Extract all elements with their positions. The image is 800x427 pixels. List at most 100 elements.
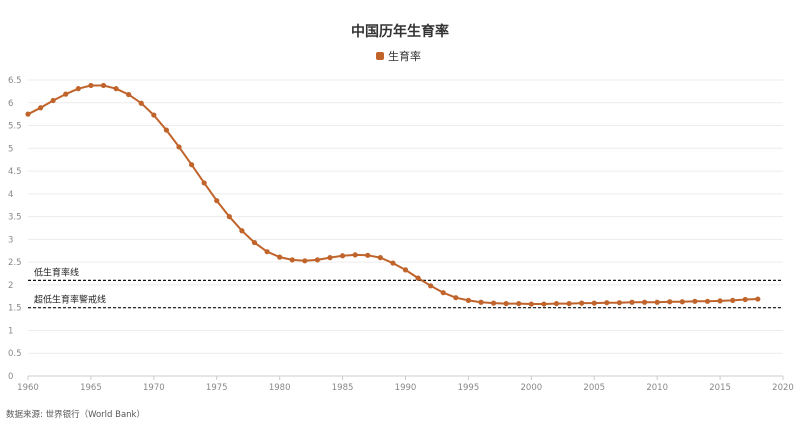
data-point[interactable] xyxy=(390,260,396,266)
data-point[interactable] xyxy=(440,290,446,296)
x-tick-label: 2010 xyxy=(646,383,668,393)
data-point[interactable] xyxy=(377,255,383,261)
data-point[interactable] xyxy=(541,301,547,307)
y-tick-label: 0.5 xyxy=(8,349,22,359)
data-point[interactable] xyxy=(37,105,44,111)
data-point[interactable] xyxy=(126,91,132,98)
data-point[interactable] xyxy=(75,86,81,92)
data-point[interactable] xyxy=(616,300,623,306)
data-point[interactable] xyxy=(604,300,610,306)
data-point[interactable] xyxy=(730,297,736,304)
y-tick-label: 1 xyxy=(8,326,13,336)
y-tick-label: 2 xyxy=(8,281,13,291)
y-tick-label: 4 xyxy=(8,190,13,200)
data-point[interactable] xyxy=(25,111,31,117)
x-tick-label: 1965 xyxy=(80,383,102,393)
data-point[interactable] xyxy=(566,300,572,307)
y-tick-label: 1.5 xyxy=(8,304,22,314)
data-point[interactable] xyxy=(314,257,321,263)
data-point[interactable] xyxy=(188,162,195,168)
data-point[interactable] xyxy=(528,301,534,307)
data-point[interactable] xyxy=(692,298,698,304)
data-point[interactable] xyxy=(339,253,346,259)
data-point[interactable] xyxy=(239,228,245,234)
x-axis: 1960 1965 1970 1975 1980 1985 1990 1995 2000 2005… xyxy=(17,376,794,393)
data-point[interactable] xyxy=(742,296,748,303)
data-point[interactable] xyxy=(201,180,207,186)
y-tick-label: 6 xyxy=(8,99,13,109)
data-point[interactable] xyxy=(755,296,761,302)
data-point[interactable] xyxy=(289,257,295,263)
data-point[interactable] xyxy=(415,275,421,281)
data-point[interactable] xyxy=(327,255,333,261)
data-point[interactable] xyxy=(402,267,409,273)
data-point[interactable] xyxy=(704,298,711,304)
x-tick-label: 1980 xyxy=(269,383,291,393)
y-tick-label: 2.5 xyxy=(8,258,22,268)
x-tick-label: 1990 xyxy=(395,383,417,393)
x-tick-label: 1970 xyxy=(143,383,165,393)
data-point[interactable] xyxy=(591,300,597,306)
x-tick-label: 2005 xyxy=(583,383,605,393)
reference-line-label: 低生育率线 xyxy=(34,266,79,278)
series-line xyxy=(27,84,758,305)
data-point[interactable] xyxy=(50,97,56,104)
y-tick-label: 5.5 xyxy=(8,122,22,132)
x-tick-label: 2020 xyxy=(772,383,794,393)
data-point[interactable] xyxy=(277,254,283,260)
legend[interactable]: 生育率 xyxy=(376,49,421,63)
data-point[interactable] xyxy=(679,299,685,305)
data-point[interactable] xyxy=(88,82,94,89)
data-point[interactable] xyxy=(503,300,509,307)
data-point[interactable] xyxy=(553,300,560,307)
data-point[interactable] xyxy=(63,91,69,97)
data-point[interactable] xyxy=(352,252,358,258)
x-tick-label: 2000 xyxy=(521,383,543,393)
data-point[interactable] xyxy=(465,297,472,304)
data-point[interactable] xyxy=(428,283,434,289)
data-point[interactable] xyxy=(641,299,648,305)
data-point[interactable] xyxy=(100,82,107,89)
x-tick-label: 1995 xyxy=(458,383,480,393)
data-point[interactable] xyxy=(176,144,182,150)
data-point[interactable] xyxy=(138,100,144,106)
series xyxy=(25,82,761,307)
data-point[interactable] xyxy=(302,258,308,264)
x-tick-label: 1960 xyxy=(17,383,39,393)
y-tick-label: 4.5 xyxy=(8,167,22,177)
y-tick-label: 6.5 xyxy=(8,76,22,86)
data-point[interactable] xyxy=(717,298,723,304)
data-point[interactable] xyxy=(226,214,232,220)
data-point[interactable] xyxy=(516,300,522,307)
data-point[interactable] xyxy=(163,127,170,133)
legend-label: 生育率 xyxy=(388,49,421,63)
data-point[interactable] xyxy=(629,299,635,305)
data-point[interactable] xyxy=(667,299,673,305)
data-point[interactable] xyxy=(151,112,157,118)
data-point[interactable] xyxy=(453,295,459,301)
data-point[interactable] xyxy=(478,299,484,305)
reference-line-label: 超低生育率警戒线 xyxy=(34,294,106,306)
y-tick-label: 3.5 xyxy=(8,213,22,223)
data-point[interactable] xyxy=(490,300,497,306)
data-point[interactable] xyxy=(214,198,220,204)
y-tick-label: 5 xyxy=(8,144,13,154)
source-note: 数据来源: 世界银行（World Bank） xyxy=(6,410,145,420)
y-axis: 0 0.5 1 1.5 2 2.5 3 3.5 4 4.5 5 5.5 6 6.5 xyxy=(8,76,22,382)
data-point[interactable] xyxy=(264,249,270,255)
data-point[interactable] xyxy=(113,86,119,92)
y-tick-label: 0 xyxy=(8,372,13,382)
data-point[interactable] xyxy=(365,252,371,258)
y-tick-label: 3 xyxy=(8,235,13,245)
chart-title: 中国历年生育率 xyxy=(351,23,449,40)
grid xyxy=(28,79,783,377)
x-tick-label: 1975 xyxy=(206,383,228,393)
data-point[interactable] xyxy=(579,300,585,306)
legend-swatch xyxy=(376,52,384,60)
x-tick-label: 2015 xyxy=(709,383,731,393)
data-point[interactable] xyxy=(654,299,660,305)
data-point[interactable] xyxy=(251,239,258,246)
x-tick-label: 1985 xyxy=(332,383,354,393)
